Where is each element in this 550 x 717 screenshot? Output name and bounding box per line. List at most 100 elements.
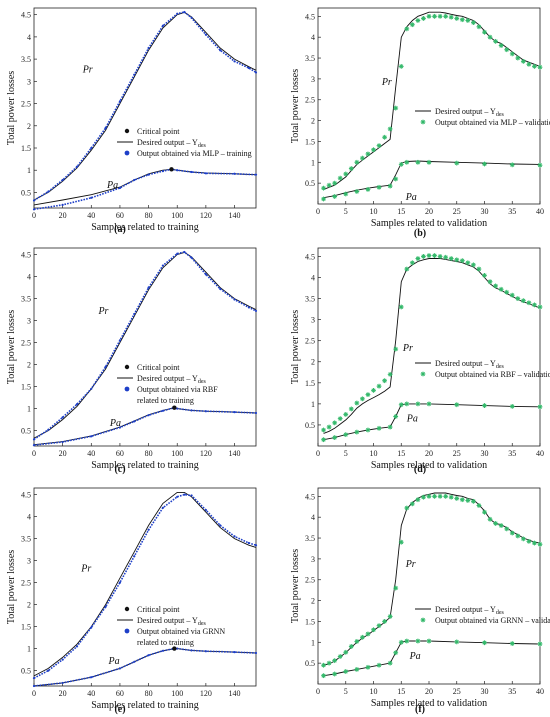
x-tick-label: 80 <box>145 211 153 220</box>
data-point <box>183 10 186 14</box>
x-tick-label: 25 <box>453 449 461 458</box>
panel-f: 0 5 10 15 20 25 30 35 40 0.5 1 1.5 2 2.5 3 3.5 4 4.5 Sampl… <box>290 487 550 715</box>
curve-label-pr: Pr <box>82 64 93 75</box>
data-point <box>537 541 543 547</box>
data-point <box>161 24 165 27</box>
series-output-pr <box>32 250 258 441</box>
data-point <box>183 250 186 254</box>
legend-entry: Desired output – Ydes <box>137 616 206 627</box>
data-point <box>343 669 349 674</box>
plot-frame <box>317 487 541 685</box>
data-point <box>437 493 443 499</box>
legend-entry: Critical point <box>137 363 180 372</box>
data-point <box>537 641 543 647</box>
y-tick-label: 1 <box>27 405 31 414</box>
data-point <box>360 634 365 640</box>
series-desired-pr-line <box>323 492 541 666</box>
data-point <box>90 387 93 390</box>
data-point <box>376 184 382 190</box>
x-tick-label: 120 <box>200 211 212 220</box>
plot-frame <box>317 7 541 205</box>
data-point <box>104 605 107 608</box>
x-tick-label: 120 <box>200 449 212 458</box>
data-point <box>147 46 150 50</box>
curve-label-pa: Pa <box>107 656 119 667</box>
data-point <box>443 254 449 260</box>
data-point <box>415 18 421 23</box>
data-point <box>190 170 193 174</box>
data-point <box>365 427 371 433</box>
data-point <box>532 63 537 69</box>
data-point <box>426 638 432 644</box>
legend-swatch-output <box>420 119 426 125</box>
legend-entry: Desired output – Ydes <box>435 359 504 370</box>
data-point <box>147 654 150 657</box>
data-point <box>398 539 404 545</box>
panel-tag: (b) <box>414 228 426 239</box>
series-desired-pr-line <box>33 11 257 201</box>
data-point <box>498 286 504 292</box>
legend-swatch-critical <box>124 364 130 370</box>
data-point <box>147 173 150 176</box>
series-desired-pr <box>323 11 541 190</box>
data-point <box>204 508 207 512</box>
x-tick-label: 15 <box>397 687 405 696</box>
data-point <box>387 660 393 666</box>
data-point <box>365 187 371 192</box>
data-point <box>532 302 537 308</box>
x-tick-label: 40 <box>536 687 544 696</box>
y-tick-label: 4.5 <box>21 491 31 500</box>
y-axis-label: Total power losses <box>290 310 301 384</box>
data-point <box>471 262 476 268</box>
series-output-pr <box>321 253 543 433</box>
panel-e: 0 20 40 60 80 100 120 140 0.5 1 1.5 2 2.5 3 3.5 4 4.5 Sam… <box>6 487 258 715</box>
data-point <box>90 435 93 438</box>
x-tick-label: 140 <box>229 689 241 698</box>
y-tick-label: 3 <box>311 555 315 564</box>
data-point <box>337 654 343 659</box>
y-axis-label: Total power losses <box>6 550 17 624</box>
data-point <box>382 619 387 624</box>
legend-entry: related to training <box>137 396 194 405</box>
data-point <box>421 494 426 500</box>
y-tick-label: 0.5 <box>21 427 31 436</box>
data-point <box>183 493 186 496</box>
x-tick-label: 35 <box>508 207 516 216</box>
y-tick-label: 1.5 <box>305 379 315 388</box>
x-tick-label: 100 <box>171 689 183 698</box>
data-point <box>376 623 382 629</box>
data-point <box>365 151 371 157</box>
data-point <box>520 536 526 542</box>
y-tick-label: 1.5 <box>21 144 31 153</box>
data-point <box>219 49 222 52</box>
y-tick-label: 3 <box>27 77 31 86</box>
data-point <box>498 43 504 48</box>
panel-a: 0 20 40 60 80 100 120 140 0.5 1 1.5 2 2.5 3 3.5 4 4.5 Sam… <box>6 7 258 235</box>
x-tick-label: 40 <box>536 449 544 458</box>
data-point <box>415 497 421 503</box>
y-tick-label: 3 <box>311 316 315 325</box>
data-point <box>360 396 365 402</box>
data-point <box>504 289 510 295</box>
series-desired-pa <box>33 648 257 687</box>
data-point <box>176 169 179 172</box>
data-point <box>118 581 122 584</box>
x-axis-label: Samples related to validation <box>371 460 487 471</box>
series-desired-pa-line <box>323 160 541 199</box>
y-tick-label: 4 <box>27 513 31 522</box>
x-tick-label: 10 <box>370 449 378 458</box>
series-desired-pa <box>323 640 541 677</box>
x-tick-label: 25 <box>453 207 461 216</box>
data-point <box>321 427 326 433</box>
y-tick-label: 2.5 <box>305 576 315 585</box>
series-output-pr-trace <box>33 11 257 202</box>
data-point <box>190 494 193 497</box>
data-point <box>376 662 382 668</box>
plot-frame <box>33 247 257 447</box>
series-output-pa-trace <box>33 647 257 687</box>
y-tick-label: 4 <box>311 273 315 282</box>
data-point <box>47 428 50 431</box>
data-point <box>476 266 482 272</box>
y-tick-label: 2 <box>27 361 31 370</box>
data-point <box>404 159 410 165</box>
